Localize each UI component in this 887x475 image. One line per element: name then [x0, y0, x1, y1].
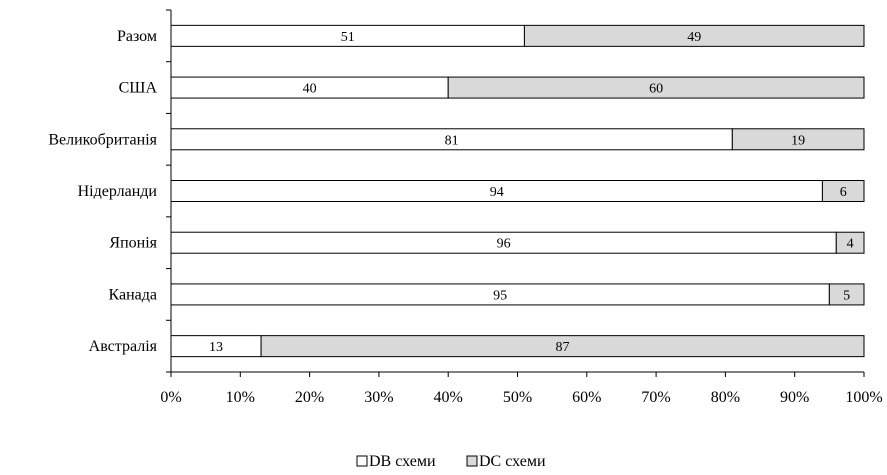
legend-swatch [356, 455, 368, 467]
data-label: 49 [687, 30, 701, 45]
x-tick-label: 0% [160, 389, 181, 406]
bar-segment-dc [447, 76, 865, 99]
category-label: США [119, 80, 158, 97]
legend-swatch [466, 455, 478, 467]
bar-segment-dc [835, 231, 865, 254]
x-tick-label: 100% [845, 389, 882, 406]
bar-segment-dc [821, 180, 865, 202]
x-tick-label: 40% [434, 389, 463, 406]
data-label: 96 [497, 237, 511, 252]
data-label: 87 [556, 340, 570, 355]
x-tick-label: 60% [572, 389, 601, 406]
data-label: 13 [209, 340, 223, 355]
category-label: Нідерланди [78, 183, 158, 200]
data-label: 19 [791, 133, 805, 148]
x-tick-label: 90% [780, 389, 809, 406]
category-label: Великобританія [48, 131, 157, 148]
category-label: Японія [109, 235, 157, 252]
bar-segment-dc [260, 335, 865, 358]
category-label: Австралія [89, 338, 158, 355]
x-tick-label: 50% [503, 389, 532, 406]
legend-label: DB схеми [369, 453, 436, 470]
x-tick-label: 80% [711, 389, 740, 406]
data-label: 60 [649, 82, 663, 97]
data-label: 81 [445, 133, 459, 148]
category-label: Разом [117, 28, 157, 45]
data-label: 5 [843, 288, 850, 303]
data-label: 40 [303, 82, 317, 97]
data-label: 6 [840, 185, 847, 200]
x-tick-label: 20% [295, 389, 324, 406]
bar-segment-dc [523, 24, 865, 47]
bar-segment-dc [828, 283, 865, 306]
bar-segment-dc [731, 128, 865, 151]
data-label: 51 [341, 30, 355, 45]
x-tick-label: 70% [641, 389, 670, 406]
x-tick-label: 10% [226, 389, 255, 406]
data-label: 95 [493, 288, 507, 303]
data-label: 4 [847, 237, 854, 252]
category-label: Канада [109, 286, 157, 303]
legend-label: DC схеми [479, 453, 546, 470]
data-label: 94 [490, 185, 504, 200]
x-tick-label: 30% [364, 389, 393, 406]
